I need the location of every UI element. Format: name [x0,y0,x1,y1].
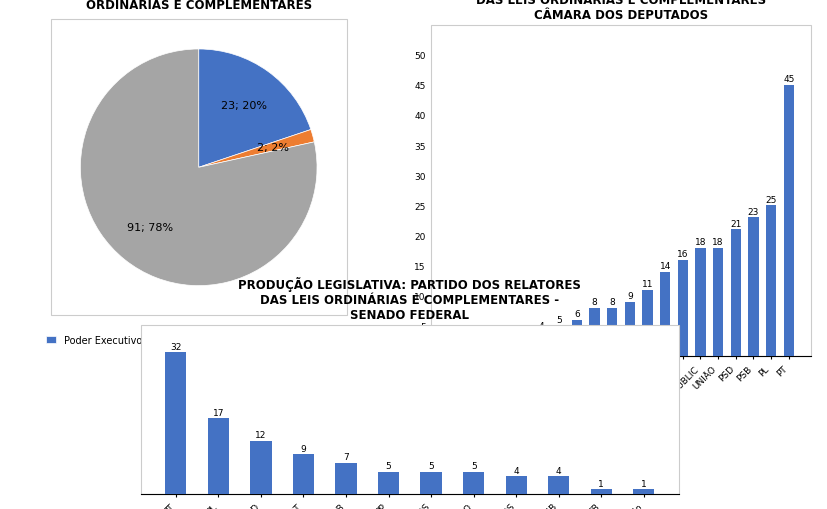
Bar [695,248,705,356]
Bar [553,326,564,356]
Bar [483,350,493,356]
Text: 23: 23 [747,207,758,216]
Text: 23; 20%: 23; 20% [220,101,266,110]
Text: 21: 21 [729,219,741,228]
Text: 8: 8 [609,297,614,306]
Bar [518,338,528,356]
Bar [208,418,229,494]
Bar [676,260,687,356]
Bar [782,86,793,356]
Bar [293,454,313,494]
Text: 4: 4 [538,322,543,330]
Bar [712,248,723,356]
Text: 6: 6 [573,309,579,319]
Text: 1: 1 [598,479,604,488]
Bar [377,472,399,494]
Bar [536,332,546,356]
Text: 12: 12 [255,431,266,439]
Text: 32: 32 [170,342,181,351]
Text: 16: 16 [676,249,688,258]
Bar [659,272,670,356]
Bar [335,463,356,494]
Wedge shape [198,50,310,168]
Text: 2: 2 [503,333,509,343]
Text: 5: 5 [471,461,476,470]
Bar [547,476,569,494]
Text: 17: 17 [213,408,224,417]
Bar [633,489,653,494]
Bar [606,308,617,356]
Text: 5: 5 [556,316,562,324]
Text: 25: 25 [764,195,776,204]
Bar [420,472,442,494]
Bar [165,352,186,494]
Title: PRODUÇÃO LEGISLATIVA: PARTIDO DOS RELATORES
DAS LEIS ORDINÁRIAS E COMPLEMENTARES: PRODUÇÃO LEGISLATIVA: PARTIDO DOS RELATO… [238,277,581,322]
Bar [571,320,581,356]
Bar [505,476,526,494]
Bar [500,344,511,356]
Bar [447,350,458,356]
Text: 18: 18 [694,237,705,246]
Bar [642,290,652,356]
Text: 5: 5 [385,461,391,470]
Text: 3: 3 [520,327,526,336]
Text: 5: 5 [428,461,433,470]
Text: 7: 7 [342,453,348,462]
Text: 1: 1 [467,340,473,349]
Text: 1: 1 [450,340,456,349]
Text: 9: 9 [300,444,306,453]
Text: 11: 11 [641,279,653,288]
Bar [50,20,347,316]
Text: 9: 9 [626,291,632,300]
Title: PRODUÇÃO LEGISLATIVA: PARTIDO DOS RELATORES
DAS LEIS ORDINÁRIAS E COMPLEMENTARES: PRODUÇÃO LEGISLATIVA: PARTIDO DOS RELATO… [449,0,791,21]
Bar [465,350,476,356]
Text: 14: 14 [658,261,670,270]
Text: 4: 4 [555,466,561,475]
Text: 18: 18 [711,237,723,246]
Wedge shape [80,50,317,286]
Bar [589,308,599,356]
Bar [462,472,484,494]
Bar [250,441,271,494]
Title: PRODUÇÃO LEGISLATIVA: ORIGEM DAS LEIS
ORDINÁRIAS E COMPLEMENTARES: PRODUÇÃO LEGISLATIVA: ORIGEM DAS LEIS OR… [54,0,343,12]
Text: 2; 2%: 2; 2% [256,143,289,152]
Text: 45: 45 [782,75,794,84]
Legend: Poder Executivo, Poder Judiciario, Poder Legislativo: Poder Executivo, Poder Judiciario, Poder… [42,331,355,349]
Text: 1: 1 [640,479,646,488]
Text: 4: 4 [513,466,519,475]
Bar [729,230,740,356]
Bar [590,489,611,494]
Bar [748,218,758,356]
Wedge shape [198,130,314,168]
Text: 8: 8 [591,297,596,306]
Bar [624,302,634,356]
Bar [141,326,678,494]
Bar [430,25,810,356]
Bar [765,206,776,356]
Text: 91; 78%: 91; 78% [127,223,174,233]
Text: 1: 1 [485,340,490,349]
